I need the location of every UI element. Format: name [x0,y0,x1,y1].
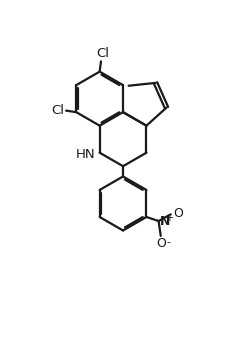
Text: -: - [166,237,170,247]
Text: N: N [160,215,170,228]
Text: O: O [173,207,183,220]
Text: O: O [157,237,166,250]
Text: Cl: Cl [96,47,109,60]
Text: Cl: Cl [51,104,64,117]
Text: HN: HN [76,148,95,160]
Text: +: + [165,213,173,223]
